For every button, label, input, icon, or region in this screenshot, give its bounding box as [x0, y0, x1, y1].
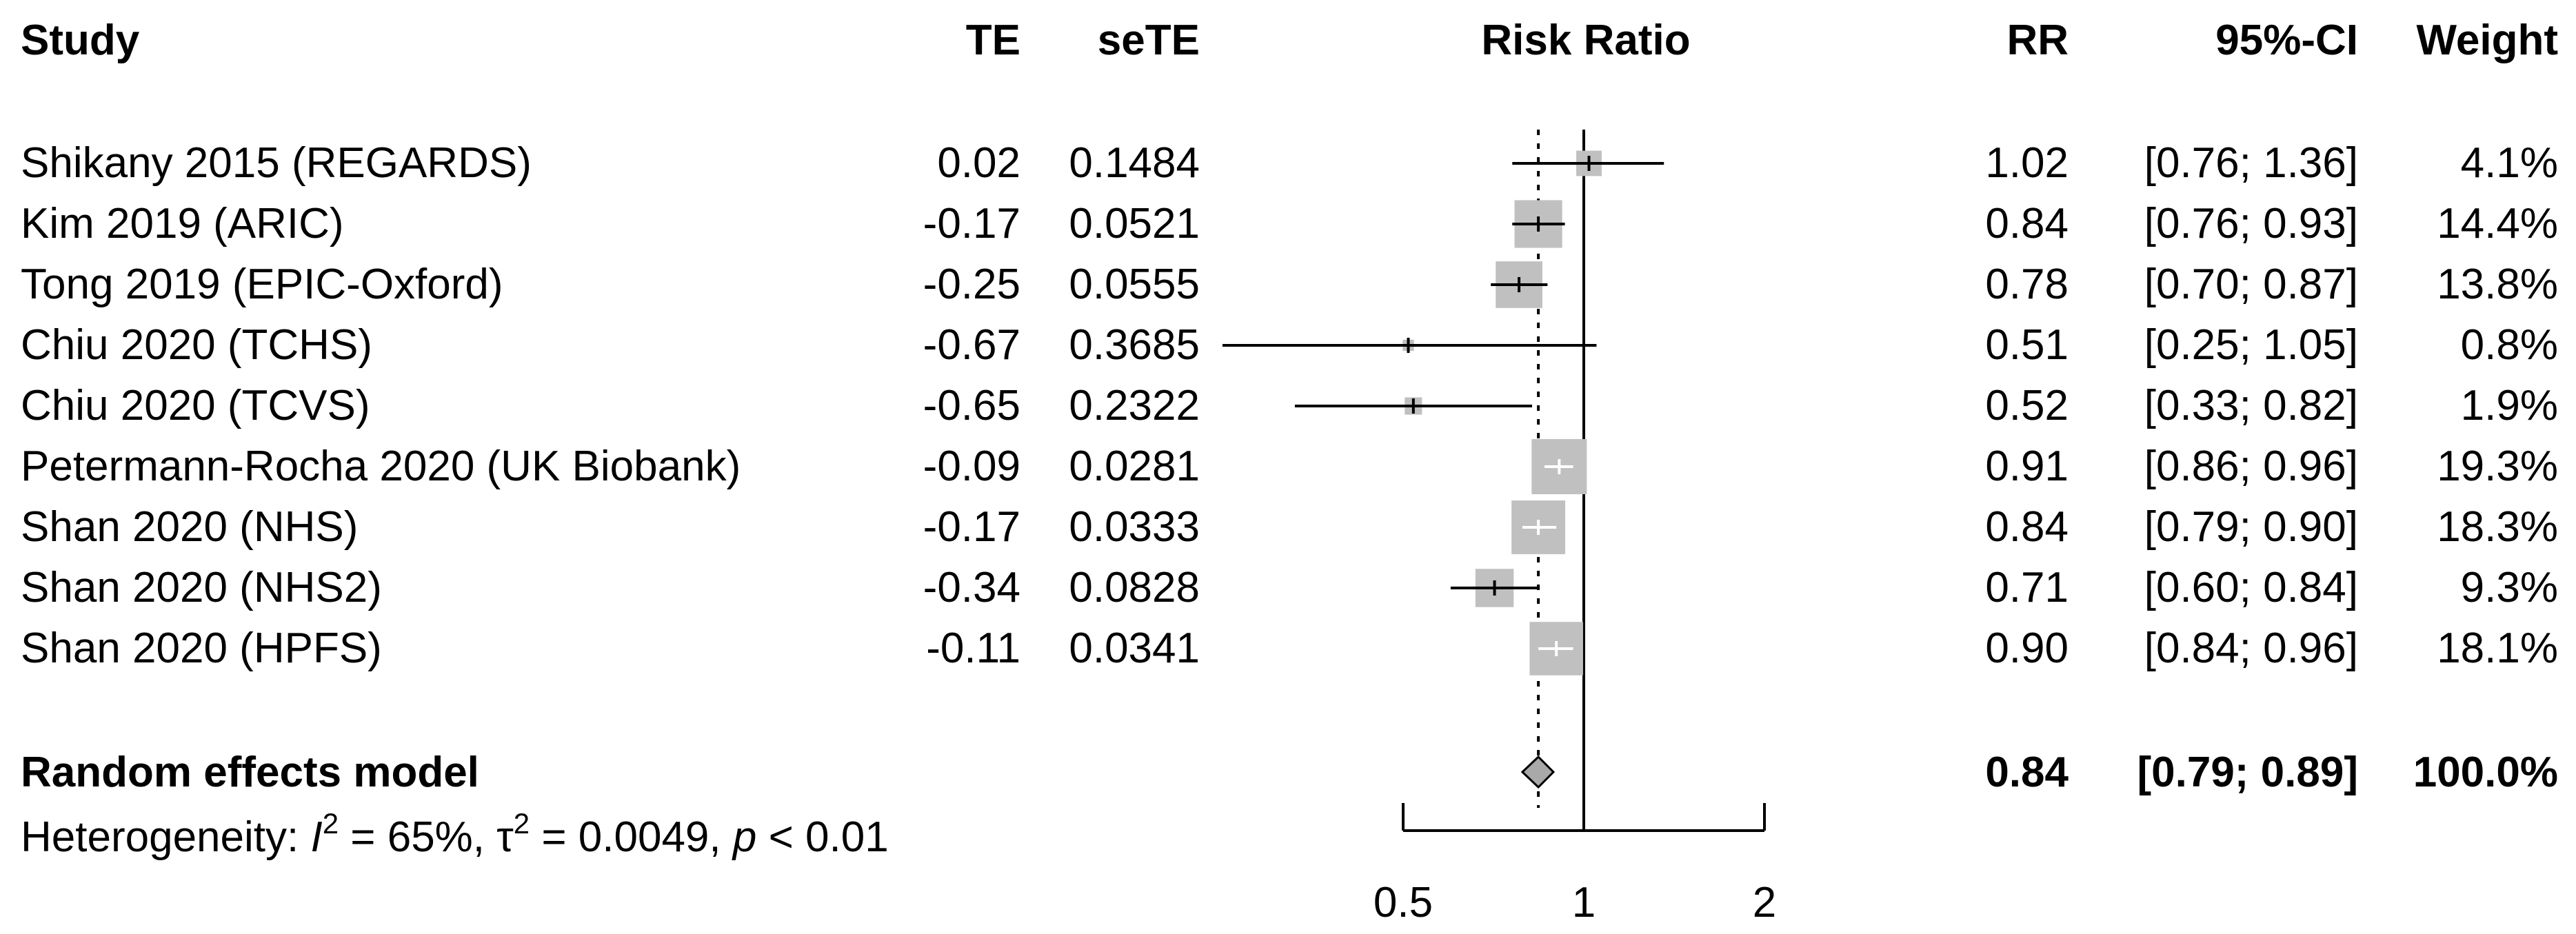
weight-value: 0.8%	[2460, 321, 2558, 369]
te-value: -0.11	[926, 625, 1020, 672]
tau-squared-exponent: 2	[513, 807, 530, 840]
ci-value: [0.70; 0.87]	[2144, 261, 2358, 308]
summary-label: Random effects model	[21, 749, 479, 796]
x-axis-tick-label: 1	[1572, 879, 1596, 926]
rr-value: 0.84	[1985, 200, 2069, 247]
pooled-estimate-diamond	[1520, 755, 1556, 789]
header-risk-ratio: Risk Ratio	[1481, 17, 1691, 64]
study-label: Shikany 2015 (REGARDS)	[21, 139, 532, 187]
weight-value: 4.1%	[2460, 139, 2558, 187]
rr-value: 0.84	[1985, 503, 2069, 551]
sete-value: 0.0555	[1069, 261, 1200, 308]
heterogeneity-prefix: Heterogeneity:	[21, 813, 311, 861]
te-value: 0.02	[937, 139, 1020, 187]
weight-value: 9.3%	[2460, 564, 2558, 611]
ci-value: [0.25; 1.05]	[2144, 321, 2358, 369]
study-label: Shan 2020 (NHS)	[21, 503, 359, 551]
weight-value: 19.3%	[2437, 443, 2558, 490]
rr-value: 0.91	[1985, 443, 2069, 490]
i-squared-exponent: 2	[322, 807, 339, 840]
weight-value: 18.1%	[2437, 625, 2558, 672]
summary-ci: [0.79; 0.89]	[2137, 749, 2358, 796]
sete-value: 0.0521	[1069, 200, 1200, 247]
header-study: Study	[21, 17, 140, 64]
i-squared-value: = 65%,	[339, 813, 497, 861]
ci-value: [0.76; 0.93]	[2144, 200, 2358, 247]
ci-value: [0.86; 0.96]	[2144, 443, 2358, 490]
weight-value: 1.9%	[2460, 382, 2558, 429]
header-sete: seTE	[1097, 17, 1200, 64]
te-value: -0.25	[923, 261, 1020, 308]
x-axis-tick-label: 2	[1753, 879, 1776, 926]
sete-value: 0.1484	[1069, 139, 1200, 187]
header-te: TE	[965, 17, 1020, 64]
header-weight: Weight	[2416, 17, 2559, 64]
ci-value: [0.84; 0.96]	[2144, 625, 2358, 672]
tau-squared-value: = 0.0049,	[530, 813, 733, 861]
x-axis-tick-label: 0.5	[1373, 879, 1433, 926]
study-label: Chiu 2020 (TCHS)	[21, 321, 372, 369]
te-value: -0.09	[923, 443, 1020, 490]
study-label: Kim 2019 (ARIC)	[21, 200, 344, 247]
ci-value: [0.33; 0.82]	[2144, 382, 2358, 429]
te-value: -0.17	[923, 503, 1020, 551]
header-rr: RR	[2006, 17, 2069, 64]
sete-value: 0.3685	[1069, 321, 1200, 369]
te-value: -0.67	[923, 321, 1020, 369]
weight-value: 18.3%	[2437, 503, 2558, 551]
rr-value: 0.51	[1985, 321, 2069, 369]
ci-value: [0.76; 1.36]	[2144, 139, 2358, 187]
rr-value: 0.52	[1985, 382, 2069, 429]
summary-weight: 100.0%	[2413, 749, 2558, 796]
rr-value: 0.71	[1985, 564, 2069, 611]
weight-value: 13.8%	[2437, 261, 2558, 308]
rr-value: 1.02	[1985, 139, 2069, 187]
study-label: Petermann-Rocha 2020 (UK Biobank)	[21, 443, 741, 490]
sete-value: 0.0281	[1069, 443, 1200, 490]
header-ci: 95%-CI	[2215, 17, 2358, 64]
sete-value: 0.0341	[1069, 625, 1200, 672]
sete-value: 0.0828	[1069, 564, 1200, 611]
study-label: Tong 2019 (EPIC-Oxford)	[21, 261, 503, 308]
study-label: Chiu 2020 (TCVS)	[21, 382, 370, 429]
tau-squared-symbol: τ	[496, 813, 514, 861]
heterogeneity-text: Heterogeneity: I2 = 65%, τ2 = 0.0049, p …	[21, 809, 889, 861]
ci-value: [0.79; 0.90]	[2144, 503, 2358, 551]
p-symbol: p	[732, 813, 757, 861]
sete-value: 0.2322	[1069, 382, 1200, 429]
te-value: -0.17	[923, 200, 1020, 247]
te-value: -0.65	[923, 382, 1020, 429]
summary-rr: 0.84	[1985, 749, 2069, 796]
weight-value: 14.4%	[2437, 200, 2558, 247]
study-label: Shan 2020 (HPFS)	[21, 625, 382, 672]
rr-value: 0.90	[1985, 625, 2069, 672]
i-squared-symbol: I	[310, 813, 323, 861]
p-value: < 0.01	[756, 813, 889, 861]
rr-value: 0.78	[1985, 261, 2069, 308]
sete-value: 0.0333	[1069, 503, 1200, 551]
te-value: -0.34	[923, 564, 1020, 611]
study-label: Shan 2020 (NHS2)	[21, 564, 382, 611]
ci-value: [0.60; 0.84]	[2144, 564, 2358, 611]
